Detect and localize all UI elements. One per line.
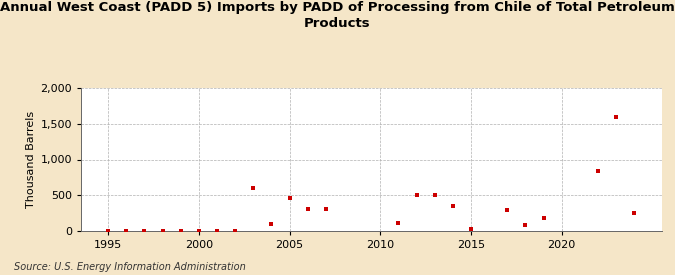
Point [629,211,640,216]
Text: Annual West Coast (PADD 5) Imports by PADD of Processing from Chile of Total Pet: Annual West Coast (PADD 5) Imports by PA… [0,1,675,30]
Point [248,186,259,190]
Point [593,169,603,173]
Point [121,229,132,233]
Point [538,216,549,221]
Point [302,207,313,211]
Point [212,229,223,233]
Point [520,223,531,227]
Point [502,207,513,212]
Point [194,229,205,233]
Point [411,193,422,197]
Point [176,229,186,233]
Point [266,222,277,226]
Point [103,229,113,233]
Point [429,192,440,197]
Point [321,207,331,211]
Point [466,227,477,231]
Text: Source: U.S. Energy Information Administration: Source: U.S. Energy Information Administ… [14,262,245,272]
Point [611,115,622,120]
Point [157,229,168,233]
Point [448,204,458,208]
Y-axis label: Thousand Barrels: Thousand Barrels [26,111,36,208]
Point [284,196,295,200]
Point [230,229,240,233]
Point [393,221,404,225]
Point [139,229,150,233]
